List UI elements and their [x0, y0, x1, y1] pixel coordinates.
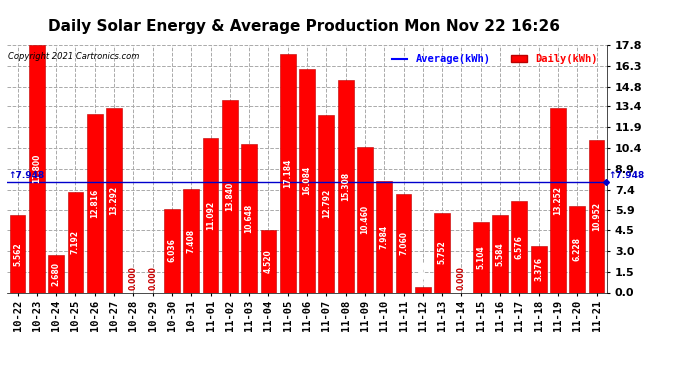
Text: 17.800: 17.800: [32, 154, 41, 183]
Text: 5.752: 5.752: [437, 241, 446, 264]
Bar: [106, 108, 122, 292]
Bar: [48, 255, 64, 292]
Bar: [261, 230, 277, 292]
Bar: [299, 69, 315, 292]
Bar: [395, 194, 411, 292]
Text: 6.228: 6.228: [573, 237, 582, 261]
Bar: [29, 45, 45, 292]
Bar: [376, 182, 392, 292]
Text: 15.308: 15.308: [341, 171, 350, 201]
Text: ↑7.948: ↑7.948: [8, 171, 44, 180]
Text: 17.184: 17.184: [284, 158, 293, 188]
Text: 0.000: 0.000: [148, 266, 157, 290]
Bar: [164, 209, 180, 292]
Text: 7.060: 7.060: [399, 231, 408, 255]
Bar: [531, 246, 546, 292]
Text: 12.792: 12.792: [322, 189, 331, 218]
Text: 3.376: 3.376: [534, 257, 543, 281]
Bar: [319, 115, 334, 292]
Text: 13.252: 13.252: [553, 186, 562, 215]
Text: 13.292: 13.292: [110, 186, 119, 214]
Text: 10.460: 10.460: [360, 205, 369, 234]
Bar: [68, 192, 83, 292]
Bar: [337, 80, 353, 292]
Text: 0.404: 0.404: [418, 262, 427, 285]
Text: 16.084: 16.084: [302, 166, 312, 195]
Text: 4.520: 4.520: [264, 249, 273, 273]
Text: Daily Solar Energy & Average Production Mon Nov 22 16:26: Daily Solar Energy & Average Production …: [48, 19, 560, 34]
Text: 5.562: 5.562: [13, 242, 22, 266]
Text: 2.680: 2.680: [52, 262, 61, 286]
Bar: [589, 140, 604, 292]
Bar: [415, 287, 431, 292]
Text: 11.092: 11.092: [206, 201, 215, 230]
Text: 5.104: 5.104: [476, 245, 485, 269]
Text: ↑7.948: ↑7.948: [608, 171, 644, 180]
Text: 0.000: 0.000: [457, 266, 466, 290]
Bar: [550, 108, 566, 292]
Bar: [241, 144, 257, 292]
Bar: [511, 201, 527, 292]
Bar: [434, 213, 450, 292]
Text: 6.576: 6.576: [515, 235, 524, 259]
Bar: [184, 189, 199, 292]
Bar: [203, 138, 219, 292]
Bar: [473, 222, 489, 292]
Bar: [222, 100, 238, 292]
Text: Copyright 2021 Cartronics.com: Copyright 2021 Cartronics.com: [8, 53, 139, 62]
Text: 10.952: 10.952: [592, 202, 601, 231]
Bar: [10, 215, 26, 292]
Text: 10.648: 10.648: [245, 204, 254, 233]
Text: 5.584: 5.584: [495, 242, 504, 266]
Bar: [569, 206, 585, 292]
Legend: Average(kWh), Daily(kWh): Average(kWh), Daily(kWh): [387, 50, 602, 69]
Text: 7.984: 7.984: [380, 225, 388, 249]
Text: 13.840: 13.840: [226, 182, 235, 211]
Bar: [357, 147, 373, 292]
Text: 6.036: 6.036: [168, 238, 177, 262]
Text: 7.408: 7.408: [187, 229, 196, 253]
Text: 7.192: 7.192: [71, 231, 80, 255]
Bar: [492, 215, 508, 292]
Text: 12.816: 12.816: [90, 189, 99, 218]
Bar: [87, 114, 103, 292]
Text: 0.000: 0.000: [129, 266, 138, 290]
Bar: [280, 54, 295, 292]
